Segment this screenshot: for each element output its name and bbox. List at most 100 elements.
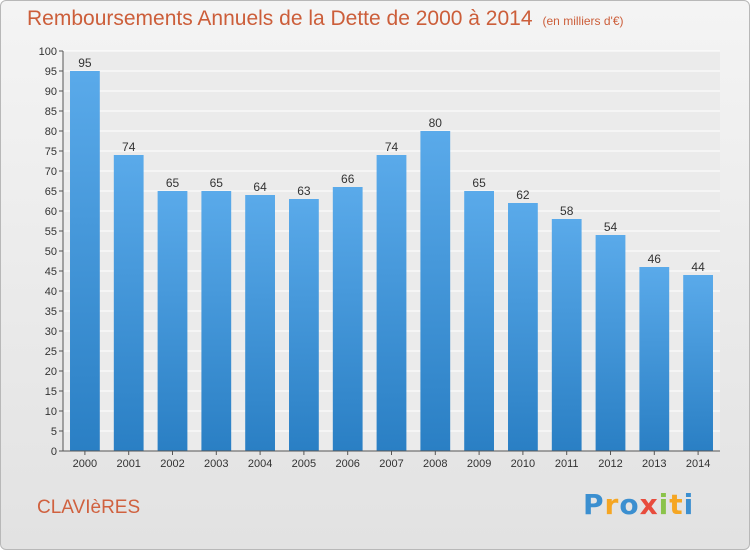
data-label-2006: 66 <box>341 172 355 186</box>
y-tick: 70 <box>45 166 63 178</box>
bar-2002 <box>157 191 188 451</box>
x-tick-label-2003: 2003 <box>204 458 228 470</box>
y-tick: 60 <box>45 206 63 218</box>
y-tick: 55 <box>45 226 63 238</box>
data-label-2001: 74 <box>122 140 136 154</box>
logo-letter: i <box>658 488 670 521</box>
bar-2011 <box>551 219 582 451</box>
proxiti-logo[interactable]: Proxiti <box>583 488 694 521</box>
y-tick: 0 <box>51 446 63 458</box>
data-label-2007: 74 <box>385 140 399 154</box>
bar-2001 <box>113 155 144 451</box>
chart-title-block: Remboursements Annuels de la Dette de 20… <box>27 7 624 31</box>
y-tick-label: 60 <box>45 206 57 218</box>
y-tick: 15 <box>45 386 63 398</box>
y-tick: 85 <box>45 106 63 118</box>
y-tick-label: 85 <box>45 106 57 118</box>
data-label-2008: 80 <box>429 116 443 130</box>
y-tick: 20 <box>45 366 63 378</box>
y-tick: 35 <box>45 306 63 318</box>
y-tick-label: 15 <box>45 386 57 398</box>
y-tick: 5 <box>51 426 63 438</box>
y-tick: 10 <box>45 406 63 418</box>
x-tick-label-2001: 2001 <box>116 458 140 470</box>
x-tick-label-2002: 2002 <box>160 458 184 470</box>
data-label-2010: 62 <box>516 188 530 202</box>
logo-letter: i <box>683 488 695 521</box>
bar-2005 <box>289 199 319 451</box>
y-tick: 65 <box>45 186 63 198</box>
x-tick-label-2000: 2000 <box>73 458 97 470</box>
y-axis: 0 5 10 15 20 25 30 35 40 45 50 55 60 65 70 75 80 85 90 95 10… <box>39 46 64 458</box>
y-tick-label: 25 <box>45 346 57 358</box>
bar-2000 <box>70 71 100 451</box>
y-tick: 90 <box>45 86 63 98</box>
x-tick-label-2012: 2012 <box>598 458 622 470</box>
y-tick-label: 50 <box>45 246 57 258</box>
y-tick-label: 55 <box>45 226 57 238</box>
bar-2003 <box>201 191 232 451</box>
x-tick-label-2010: 2010 <box>511 458 535 470</box>
y-tick-label: 65 <box>45 186 57 198</box>
data-label-2000: 95 <box>78 56 92 70</box>
y-tick: 100 <box>39 46 63 58</box>
y-tick: 95 <box>45 66 63 78</box>
bar-2006 <box>332 187 363 451</box>
y-tick-label: 35 <box>45 306 57 318</box>
data-label-2012: 54 <box>604 220 618 234</box>
y-tick: 40 <box>45 286 63 298</box>
data-label-2002: 65 <box>166 176 180 190</box>
commune-name: CLAVIèRES <box>37 497 141 518</box>
data-label-2013: 46 <box>648 252 662 266</box>
data-label-2009: 65 <box>472 176 486 190</box>
y-tick-label: 0 <box>51 446 57 458</box>
y-tick: 75 <box>45 146 63 158</box>
x-tick-label-2007: 2007 <box>379 458 403 470</box>
data-label-2003: 65 <box>210 176 224 190</box>
chart-subtitle: (en milliers d'€) <box>542 14 624 28</box>
y-tick-label: 95 <box>45 66 57 78</box>
y-tick-label: 80 <box>45 126 57 138</box>
y-tick-label: 70 <box>45 166 57 178</box>
bar-2007 <box>376 155 407 451</box>
bar-2014 <box>683 275 713 451</box>
x-tick-label-2013: 2013 <box>642 458 666 470</box>
bar-2012 <box>595 235 626 451</box>
y-tick-label: 75 <box>45 146 57 158</box>
y-tick-label: 40 <box>45 286 57 298</box>
y-tick-label: 100 <box>39 46 57 58</box>
x-axis: 2000 2001 2002 2003 2004 2005 2006 2007 2008 2009… <box>63 450 720 470</box>
bar-2004 <box>245 195 275 451</box>
data-label-2005: 63 <box>297 184 311 198</box>
bar-2013 <box>639 267 670 451</box>
logo-letter: t <box>669 488 684 521</box>
y-tick: 50 <box>45 246 63 258</box>
y-tick-label: 90 <box>45 86 57 98</box>
x-tick-label-2008: 2008 <box>423 458 447 470</box>
x-tick-label-2011: 2011 <box>555 458 579 470</box>
x-tick-label-2004: 2004 <box>248 458 272 470</box>
y-tick: 25 <box>45 346 63 358</box>
x-tick-label-2014: 2014 <box>686 458 710 470</box>
chart-title: Remboursements Annuels de la Dette de 20… <box>27 7 533 30</box>
y-tick-label: 10 <box>45 406 57 418</box>
data-label-2011: 58 <box>560 204 574 218</box>
y-tick-label: 5 <box>51 426 57 438</box>
x-tick-label-2005: 2005 <box>292 458 316 470</box>
data-label-2004: 64 <box>253 180 267 194</box>
y-tick: 30 <box>45 326 63 338</box>
y-tick-label: 45 <box>45 266 57 278</box>
bars: 95 74 65 65 64 63 66 74 80 65 62 58 54 46 44 <box>70 56 713 451</box>
y-tick: 45 <box>45 266 63 278</box>
bar-2010 <box>508 203 538 451</box>
x-tick-label-2006: 2006 <box>335 458 359 470</box>
y-tick: 80 <box>45 126 63 138</box>
logo-letter: r <box>604 488 620 521</box>
data-label-2014: 44 <box>691 260 705 274</box>
bar-2009 <box>464 191 494 451</box>
bar-2008 <box>420 131 451 451</box>
logo-letter: x <box>639 488 659 521</box>
logo-letter: P <box>583 488 605 521</box>
y-tick-label: 30 <box>45 326 57 338</box>
